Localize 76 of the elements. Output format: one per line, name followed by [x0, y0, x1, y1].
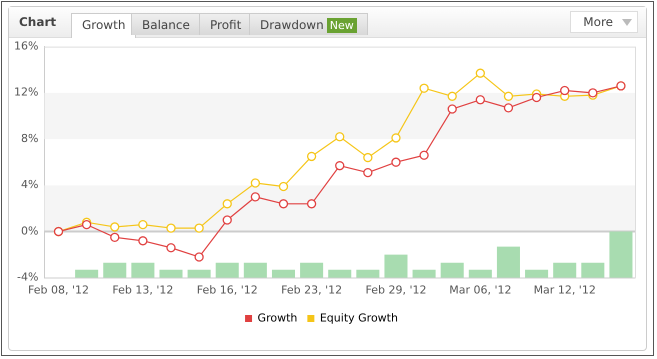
- point: [504, 103, 514, 113]
- bar: [468, 270, 492, 278]
- bar: [412, 270, 436, 278]
- text: Drawdown: [260, 18, 324, 32]
- legend-label: Growth: [258, 311, 298, 324]
- bar: [300, 262, 324, 278]
- x-tick-label: Feb 23, '12: [281, 283, 342, 296]
- bar: [440, 262, 464, 278]
- point: [448, 104, 457, 114]
- point: [306, 152, 316, 162]
- y-tick-label: 4%: [20, 178, 38, 192]
- point: [110, 222, 120, 232]
- y-tick-label: 16%: [14, 39, 38, 52]
- bar: [581, 262, 604, 278]
- x-tick-label: Feb 29, '12: [365, 283, 426, 296]
- text: More: [570, 11, 638, 33]
- point: [335, 132, 344, 142]
- point: [560, 86, 570, 96]
- point: [222, 215, 232, 225]
- bar: [188, 270, 211, 278]
- point: [419, 150, 429, 160]
- text: Balance: [131, 13, 201, 35]
- point: [166, 223, 176, 233]
- point: [419, 84, 429, 93]
- point: [82, 220, 92, 230]
- point: [391, 158, 401, 167]
- text: Profit: [199, 13, 252, 35]
- point: [194, 252, 204, 262]
- y-tick-label: -4%: [17, 270, 38, 284]
- point: [278, 182, 288, 192]
- bar: [131, 262, 154, 278]
- point: [476, 68, 485, 78]
- point: [194, 223, 204, 233]
- point: [278, 199, 288, 208]
- point: [250, 178, 260, 188]
- bar: [609, 232, 632, 278]
- bar: [216, 262, 239, 278]
- point: [588, 88, 598, 98]
- y-tick-label: 12%: [14, 86, 38, 99]
- text: New: [326, 18, 357, 33]
- bar: [356, 270, 380, 278]
- chart-title: Chart: [19, 15, 56, 29]
- bar: [384, 254, 408, 278]
- point: [391, 133, 401, 143]
- y-tick-label: 8%: [20, 132, 38, 145]
- point: [110, 232, 120, 242]
- bar: [244, 262, 267, 278]
- text: Growth: [71, 13, 136, 38]
- bar: [75, 270, 98, 278]
- x-tick-label: Feb 08, '12: [28, 283, 89, 296]
- point: [306, 199, 316, 208]
- point: [363, 152, 372, 162]
- x-tick-label: Mar 12, '12: [534, 283, 596, 296]
- point: [222, 199, 232, 208]
- point: [532, 92, 542, 102]
- x-tick-label: Feb 13, '12: [112, 283, 174, 296]
- bar: [496, 246, 520, 278]
- x-tick-label: Mar 06, '12: [449, 283, 512, 296]
- point: [476, 95, 485, 104]
- x-tick-label: Feb 16, '12: [196, 283, 258, 296]
- y-tick-label: 0%: [20, 224, 38, 238]
- point: [448, 92, 457, 101]
- bar: [328, 270, 352, 278]
- bar: [553, 262, 576, 278]
- point: [166, 243, 176, 252]
- point: [138, 236, 148, 246]
- point: [335, 161, 344, 170]
- bar: [159, 270, 183, 278]
- point: [504, 92, 514, 101]
- bar: [525, 270, 548, 278]
- point: [138, 220, 148, 230]
- point: [250, 192, 260, 202]
- bar: [272, 270, 296, 278]
- point: [363, 168, 372, 178]
- bar: [103, 262, 126, 278]
- legend-label: Equity Growth: [320, 311, 398, 324]
